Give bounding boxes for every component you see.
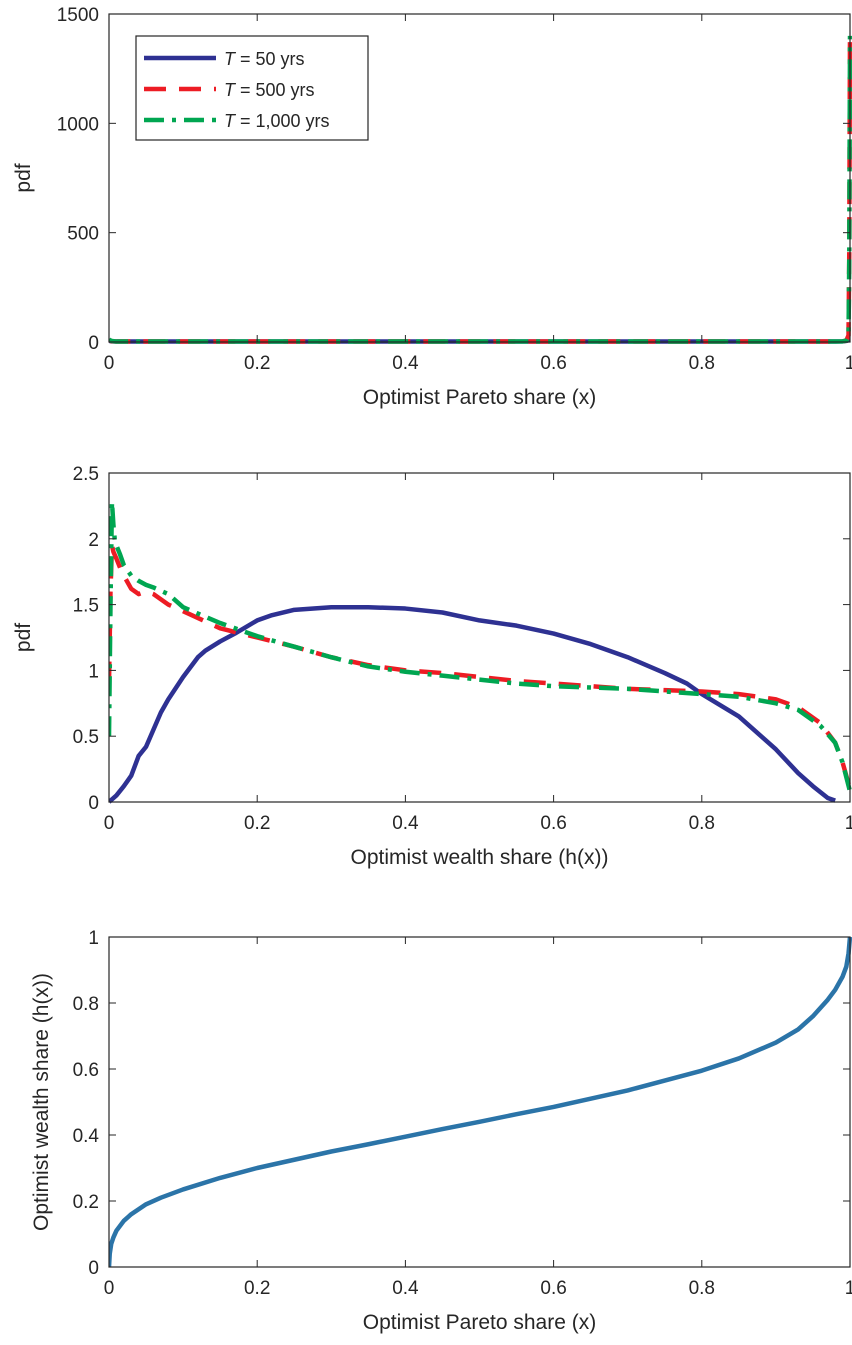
axes-box <box>108 472 851 803</box>
y-tick-label: 500 <box>67 224 99 245</box>
y-axis-label: pdf <box>12 163 35 192</box>
y-axis-label: Optimist wealth share (h(x)) <box>30 973 53 1231</box>
x-axis-label: Optimist wealth share (h(x)) <box>351 846 609 869</box>
legend-entry: T = 1,000 yrs <box>224 111 330 131</box>
legend-entry: T = 50 yrs <box>224 49 305 69</box>
y-tick-label: 1.5 <box>73 596 99 617</box>
y-tick-label: 0 <box>88 1258 99 1279</box>
series-line-1 <box>109 604 836 804</box>
x-tick-label: 1 <box>845 353 852 374</box>
y-tick-label: 0.4 <box>73 1126 100 1147</box>
axes-box <box>108 13 851 343</box>
y-tick-label: 0.8 <box>73 994 99 1015</box>
x-tick-label: 0.6 <box>540 813 566 834</box>
y-tick-label: 1 <box>88 928 99 949</box>
x-tick-label: 0.2 <box>244 1278 270 1299</box>
x-tick-label: 0.2 <box>244 353 270 374</box>
x-tick-label: 0.2 <box>244 813 270 834</box>
x-axis-label: Optimist Pareto share (x) <box>363 386 596 409</box>
x-tick-label: 0.8 <box>689 1278 715 1299</box>
y-tick-label: 0 <box>88 333 99 354</box>
x-tick-label: 0.6 <box>540 1278 566 1299</box>
y-tick-label: 1 <box>88 661 99 682</box>
y-tick-label: 1500 <box>57 5 99 26</box>
x-tick-label: 0 <box>104 353 115 374</box>
legend-entry: T = 500 yrs <box>224 80 315 100</box>
x-tick-label: 0.8 <box>689 353 715 374</box>
x-tick-label: 0.4 <box>392 353 419 374</box>
x-tick-label: 0 <box>104 813 115 834</box>
x-tick-label: 0.6 <box>540 353 566 374</box>
x-tick-label: 1 <box>845 813 852 834</box>
legend: T = 50 yrs T = 500 yrs T = 1,000 yrs <box>135 35 369 141</box>
x-tick-label: 0 <box>104 1278 115 1299</box>
x-tick-label: 0.4 <box>392 813 419 834</box>
series-line-2 <box>109 543 852 790</box>
series-line-1 <box>109 936 852 1268</box>
y-tick-label: 0.5 <box>73 727 99 748</box>
y-tick-label: 0 <box>88 793 99 814</box>
y-axis-label: pdf <box>12 623 35 652</box>
x-axis-label: Optimist Pareto share (x) <box>363 1311 596 1334</box>
x-tick-label: 0.4 <box>392 1278 419 1299</box>
axes-box <box>108 936 851 1268</box>
chart-panel-1: 0 0.2 0.4 0.6 0.8 1 0 500 1000 1500 Optimist Paret… <box>12 5 852 409</box>
chart-panel-3: 0 0.2 0.4 0.6 0.8 1 0 0.2 0.4 0.6 0.8 1 Optimist Par… <box>30 928 852 1334</box>
chart-panel-2: 0 0.2 0.4 0.6 0.8 1 0 0.5 1 1.5 2 2.5 Optimist wealt… <box>12 464 852 869</box>
series-line-3 <box>109 499 852 793</box>
y-tick-label: 0.6 <box>73 1060 99 1081</box>
x-tick-label: 1 <box>845 1278 852 1299</box>
y-tick-label: 1000 <box>57 114 99 135</box>
y-tick-label: 2.5 <box>73 464 99 485</box>
series-line-3 <box>109 35 852 344</box>
x-tick-label: 0.8 <box>689 813 715 834</box>
y-tick-label: 0.2 <box>73 1192 99 1213</box>
y-tick-label: 2 <box>88 530 99 551</box>
